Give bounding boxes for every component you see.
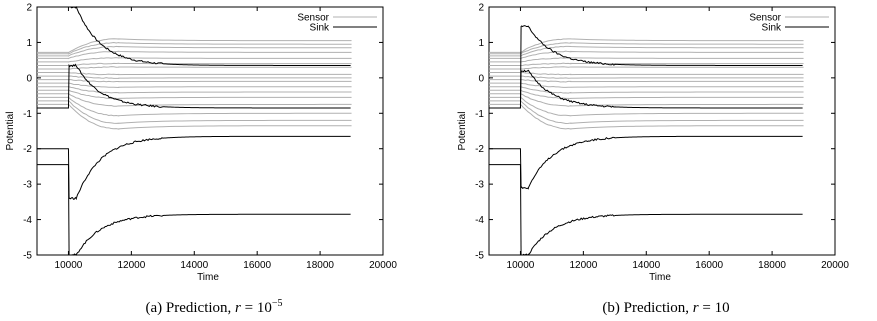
y-axis-label: Potential: [5, 112, 16, 151]
x-tick-label: 20000: [821, 260, 849, 271]
caption-equation: = 10: [241, 300, 272, 316]
legend-label-sink: Sink: [762, 23, 782, 34]
y-axis-label: Potential: [457, 112, 468, 151]
x-tick-label: 14000: [180, 260, 208, 271]
y-tick-label: 2: [478, 3, 484, 14]
sensor-series-line: [489, 99, 804, 124]
chart-panel-a: 2 1 0 -1 -2 -3 -4 -5 10000 12000 14000 16000 18000 20…: [5, 3, 397, 317]
sensor-series-line: [37, 75, 352, 79]
caption-variable: r: [235, 300, 241, 316]
x-tick-label: 10000: [55, 260, 83, 271]
sensor-series-line: [489, 38, 804, 54]
sensor-series-line: [489, 102, 804, 130]
sensor-series-line: [37, 85, 352, 94]
x-tick-label: 10000: [507, 260, 535, 271]
x-axis-label: Time: [197, 272, 219, 283]
legend-label-sensor: Sensor: [749, 13, 781, 24]
sink-series-line: [489, 164, 803, 256]
x-tick-label: 16000: [695, 260, 723, 271]
x-tick-label: 18000: [306, 260, 334, 271]
legend-label-sensor: Sensor: [297, 13, 329, 24]
x-tick-label: 18000: [758, 260, 786, 271]
x-tick-label: 12000: [117, 260, 145, 271]
sensor-series-line: [37, 92, 352, 107]
sensor-series-line: [489, 82, 804, 88]
chart-caption: (b) Prediction, r = 10: [602, 300, 729, 316]
x-tick-label: 14000: [632, 260, 660, 271]
caption-exponent: −5: [272, 298, 283, 309]
sensor-series-line: [489, 42, 804, 55]
sensor-series-line: [489, 92, 804, 107]
y-tick-label: 0: [478, 73, 484, 84]
sensor-series-line: [37, 50, 352, 60]
plot-frame: [36, 6, 384, 256]
sensor-series-line: [37, 95, 352, 117]
sensor-series-line: [489, 57, 804, 63]
y-tick-label: -3: [475, 180, 484, 191]
caption-prefix: (a) Prediction,: [145, 300, 235, 316]
caption-prefix: (b) Prediction,: [602, 300, 692, 316]
legend-label-sink: Sink: [310, 23, 330, 34]
sink-series-line: [37, 135, 351, 201]
sink-series-line: [37, 63, 351, 109]
x-tick-label: 20000: [369, 260, 397, 271]
sensor-series-line: [489, 71, 804, 76]
y-tick-label: -1: [475, 109, 484, 120]
sensor-series-line: [489, 62, 804, 67]
sensor-series-line: [37, 41, 352, 55]
y-tick-label: -3: [23, 180, 32, 191]
y-tick-label: -5: [23, 251, 32, 262]
sensor-series-line: [489, 45, 804, 57]
caption-equation: = 10: [699, 300, 730, 316]
y-tick-label: -2: [475, 144, 484, 155]
sensor-series-line: [37, 72, 352, 76]
sensor-series-line: [37, 99, 352, 124]
x-tick-label: 12000: [569, 260, 597, 271]
sensor-series-line: [489, 85, 804, 94]
chart-panel-b: 2 1 0 -1 -2 -3 -4 -5 10000 12000 14000 16000 18000 20…: [457, 3, 849, 317]
y-tick-label: -4: [475, 215, 484, 226]
sensor-series-line: [489, 75, 804, 79]
sink-series-line: [37, 6, 351, 66]
y-tick-label: -1: [23, 109, 32, 120]
sink-series-line: [489, 135, 803, 190]
sensor-series-line: [37, 38, 352, 54]
sink-series-line: [37, 164, 351, 256]
plot-frame: [488, 6, 836, 256]
sensor-series-line: [37, 45, 352, 57]
y-tick-label: 1: [26, 38, 32, 49]
y-tick-label: -4: [23, 215, 32, 226]
sensor-series-line: [37, 57, 352, 63]
sensor-series-line: [489, 79, 804, 83]
y-tick-label: 2: [26, 3, 32, 14]
sensor-series-line: [37, 79, 352, 83]
sensor-series-line: [489, 66, 804, 70]
sensor-series-line: [489, 50, 804, 60]
y-tick-label: -5: [475, 251, 484, 262]
sensor-series-line: [37, 82, 352, 89]
sensor-series-line: [489, 89, 804, 100]
sink-series-line: [489, 69, 803, 109]
x-axis-label: Time: [649, 272, 671, 283]
y-tick-label: 0: [26, 73, 32, 84]
sensor-series-line: [37, 66, 352, 70]
chart-caption: (a) Prediction, r = 10−5: [145, 298, 282, 316]
x-tick-label: 16000: [243, 260, 271, 271]
y-tick-label: 1: [478, 38, 484, 49]
y-tick-label: -2: [23, 144, 32, 155]
sink-series-line: [489, 25, 803, 109]
sensor-series-line: [37, 102, 352, 130]
sensor-series-line: [37, 89, 352, 100]
sensor-series-line: [489, 96, 804, 117]
caption-variable: r: [693, 300, 699, 316]
